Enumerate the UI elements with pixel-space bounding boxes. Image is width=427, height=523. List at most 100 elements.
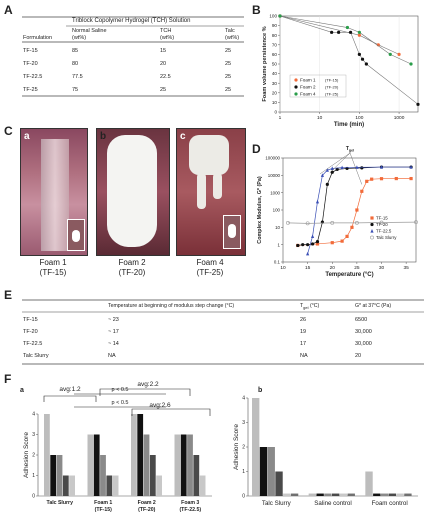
bar bbox=[180, 434, 187, 496]
data-point bbox=[416, 102, 420, 106]
x-tick-label: 15 bbox=[305, 265, 311, 271]
inset-photo bbox=[67, 219, 85, 251]
legend-tag: (TF-20) bbox=[325, 85, 339, 90]
table-a-col-formulation: Formulation bbox=[23, 35, 53, 41]
photo-foam-2: b bbox=[96, 128, 170, 256]
x-category-label: Foam 2 bbox=[138, 500, 156, 506]
table-row: Talc Slurry NA NA 20 bbox=[23, 352, 362, 359]
bar bbox=[275, 471, 283, 496]
p-annotation: p < 0.5 bbox=[112, 387, 129, 393]
bar bbox=[149, 455, 156, 496]
tgel-pointer bbox=[319, 152, 351, 175]
y-tick-label: 40 bbox=[272, 71, 278, 76]
bar bbox=[174, 434, 181, 496]
series-segment bbox=[356, 191, 363, 211]
x-tick-label: 25 bbox=[354, 265, 360, 271]
photo-letter-c: c bbox=[180, 131, 186, 142]
legend-marker bbox=[294, 85, 298, 89]
legend-marker bbox=[370, 229, 374, 233]
data-point bbox=[310, 234, 315, 238]
x-tick-label: 1 bbox=[279, 115, 282, 121]
y-tick-label: 10 bbox=[275, 225, 280, 230]
series-segment bbox=[317, 242, 333, 245]
tgel-pointer bbox=[329, 152, 351, 173]
y-tick-label: 80 bbox=[272, 33, 278, 38]
y-tick-label: 0 bbox=[274, 110, 277, 115]
y-tick-label: 50 bbox=[272, 62, 278, 67]
y-tick-label: 4 bbox=[32, 412, 35, 418]
bar bbox=[404, 493, 412, 496]
series-segment bbox=[312, 201, 318, 237]
data-point bbox=[348, 30, 353, 34]
data-point bbox=[379, 177, 384, 181]
y-axis-label: Foam volume persistence % bbox=[262, 26, 268, 101]
series-segment bbox=[332, 240, 343, 244]
caption-foam-4: Foam 4 (TF-25) bbox=[196, 258, 224, 277]
table-row: TF-22.5 77.5 22.5 25 bbox=[23, 74, 232, 80]
y-tick-label: 10000 bbox=[268, 173, 281, 178]
data-point bbox=[330, 30, 334, 34]
table-row: TF-15 85 15 25 bbox=[23, 48, 232, 54]
legend-label: Talc Slurry bbox=[376, 235, 397, 240]
avg-annotation: avg:1.2 bbox=[59, 386, 81, 393]
table-row: TF-15 ~ 23 26 6500 bbox=[23, 316, 368, 323]
data-point bbox=[365, 179, 369, 183]
x-axis-label: Temperature (°C) bbox=[325, 272, 373, 278]
series-segment bbox=[327, 172, 333, 185]
photo-letter-b: b bbox=[100, 131, 107, 142]
legend-tag: (TF-15) bbox=[325, 78, 339, 83]
table-e-header-temp: Temperature at beginning of modulus step… bbox=[108, 303, 235, 309]
bar bbox=[308, 493, 317, 496]
y-tick-label: 4 bbox=[242, 396, 245, 402]
series-segment bbox=[351, 209, 358, 228]
x-tick-label: 100 bbox=[355, 115, 363, 121]
data-point bbox=[286, 221, 290, 225]
bar bbox=[93, 434, 100, 496]
data-point bbox=[397, 52, 401, 57]
bar bbox=[62, 475, 69, 496]
data-point bbox=[335, 167, 339, 171]
bar bbox=[316, 493, 324, 496]
bar bbox=[87, 434, 94, 496]
x-tick-label: 10 bbox=[317, 115, 323, 121]
y-tick-label: 100 bbox=[273, 208, 281, 213]
data-point bbox=[409, 62, 413, 66]
data-point bbox=[409, 176, 413, 181]
data-point bbox=[337, 30, 341, 34]
data-point bbox=[301, 243, 305, 247]
x-tick-label: 35 bbox=[403, 265, 409, 271]
table-row: TF-20 80 20 25 bbox=[23, 61, 232, 67]
legend-marker bbox=[370, 222, 374, 227]
series-segment bbox=[332, 167, 343, 169]
data-point bbox=[355, 165, 359, 169]
x-category-label: Saline control bbox=[314, 500, 352, 507]
table-a-col-saline: Normal Saline (wt%) bbox=[72, 28, 107, 41]
legend-label: TF-20 bbox=[376, 222, 388, 227]
y-tick-label: 2 bbox=[32, 453, 35, 459]
bar bbox=[199, 475, 206, 496]
y-tick-label: 1 bbox=[278, 242, 281, 247]
bracket bbox=[43, 395, 97, 402]
photo-foam-4: c bbox=[176, 128, 246, 256]
table-row: TF-22.5 ~ 14 17 30,000 bbox=[23, 340, 372, 347]
x-category-label: Foam control bbox=[372, 500, 408, 507]
series-segment bbox=[317, 175, 323, 202]
x-category-label: Talc Slurry bbox=[47, 500, 74, 506]
data-point bbox=[355, 208, 359, 212]
y-tick-label: 70 bbox=[272, 42, 278, 47]
y-tick-label: 1000 bbox=[270, 190, 280, 195]
x-category-label: Foam 1 bbox=[94, 500, 112, 506]
legend-label: TF-22.5 bbox=[376, 229, 392, 234]
series-segment bbox=[307, 236, 313, 254]
data-point bbox=[394, 176, 398, 181]
photo-letter-a: a bbox=[24, 131, 30, 142]
y-tick-label: 10 bbox=[272, 100, 278, 105]
bar bbox=[56, 455, 63, 496]
panel-label-d: D bbox=[252, 142, 261, 156]
x-tick-label: 20 bbox=[330, 265, 336, 271]
legend-marker bbox=[370, 235, 374, 240]
foam-coating bbox=[189, 135, 229, 175]
data-point bbox=[315, 242, 320, 246]
